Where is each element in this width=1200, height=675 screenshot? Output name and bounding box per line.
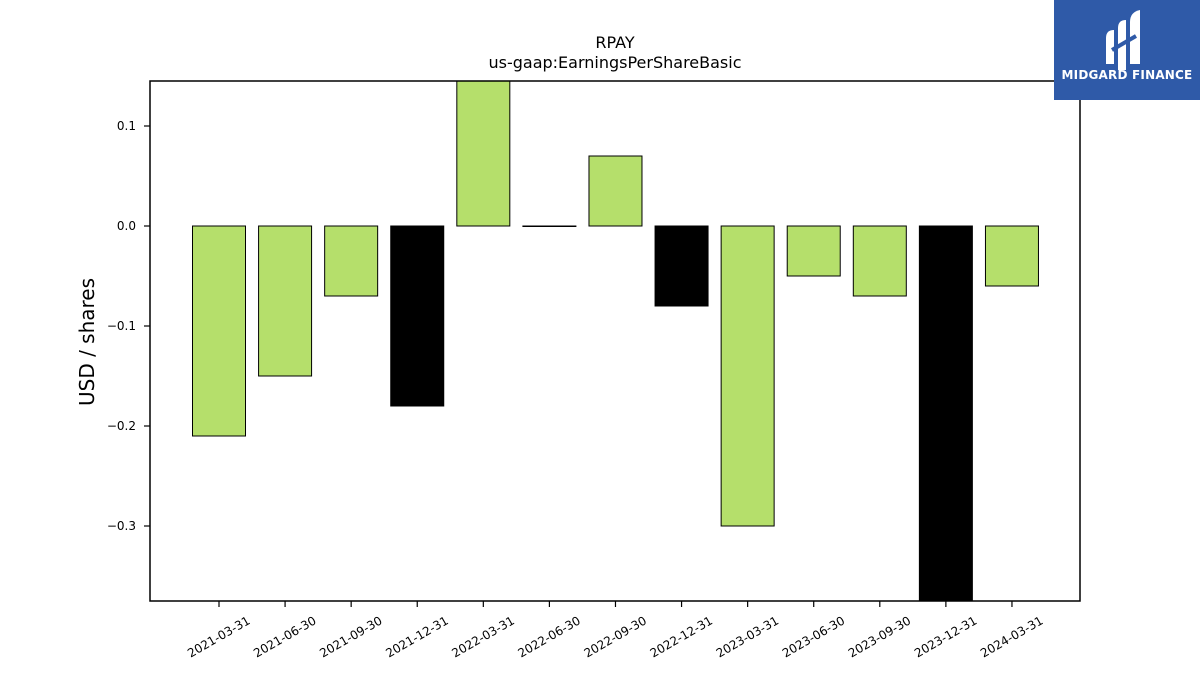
bar-2023-06-30 — [786, 225, 841, 277]
plot-frame — [149, 80, 1081, 602]
bar-2021-03-31 — [192, 225, 246, 437]
bar-2022-12-31 — [654, 225, 709, 307]
x-tick-label: 2023-09-30 — [846, 613, 913, 660]
y-tick-label: 0.1 — [117, 119, 136, 133]
x-tick-label: 2023-12-31 — [912, 613, 979, 660]
x-tick-label: 2021-09-30 — [317, 613, 384, 660]
x-tick-label: 2021-06-30 — [251, 613, 318, 660]
x-tick-label: 2022-09-30 — [582, 613, 649, 660]
chart-subtitle: us-gaap:EarningsPerShareBasic — [488, 53, 741, 72]
y-tick-label: −0.2 — [107, 419, 136, 433]
x-tick-label: 2021-12-31 — [383, 613, 450, 660]
x-tick-label: 2022-12-31 — [648, 613, 715, 660]
x-tick-label: 2022-06-30 — [515, 613, 582, 660]
bar-2022-03-31 — [456, 81, 511, 227]
bar-2024-03-31 — [984, 225, 1039, 287]
chart-title: RPAY — [595, 33, 634, 52]
x-tick-label: 2023-06-30 — [780, 613, 847, 660]
y-tick-label: −0.3 — [107, 519, 136, 533]
bar-2022-06-30 — [522, 225, 577, 227]
midgard-logo-icon — [1106, 10, 1140, 70]
bar-2023-03-31 — [720, 225, 775, 527]
x-tick-label: 2022-03-31 — [449, 613, 516, 660]
bar-2021-12-31 — [390, 225, 445, 407]
logo-text: MIDGARD FINANCE — [1061, 68, 1193, 82]
y-tick-label: 0.0 — [117, 219, 136, 233]
bar-2023-09-30 — [852, 225, 907, 297]
y-axis-label: USD / shares — [75, 278, 99, 406]
bar-2022-09-30 — [588, 155, 643, 227]
x-tick-label: 2024-03-31 — [978, 613, 1045, 660]
bar-2023-12-31 — [918, 225, 973, 601]
x-tick-label: 2021-03-31 — [185, 613, 252, 660]
midgard-finance-logo: MIDGARD FINANCE — [1054, 0, 1200, 100]
bar-2021-06-30 — [258, 225, 313, 377]
bar-2021-09-30 — [324, 225, 379, 297]
x-tick-label: 2023-03-31 — [714, 613, 781, 660]
y-tick-label: −0.1 — [107, 319, 136, 333]
